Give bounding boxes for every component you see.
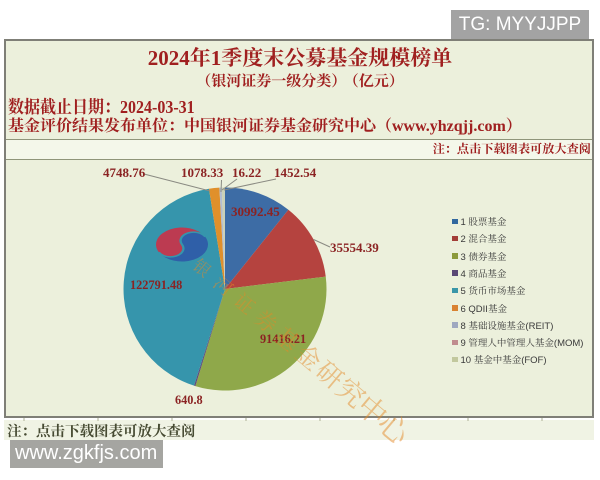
svg-text:1452.54: 1452.54 [274,165,317,180]
svg-text:4748.76: 4748.76 [103,165,146,180]
svg-text:640.8: 640.8 [175,393,203,407]
svg-text:91416.21: 91416.21 [260,332,306,346]
svg-text:30992.45: 30992.45 [231,204,280,219]
svg-text:16.22: 16.22 [232,165,261,180]
svg-text:35554.39: 35554.39 [330,240,379,255]
svg-text:122791.48: 122791.48 [130,278,182,292]
svg-text:1078.33: 1078.33 [181,165,224,180]
